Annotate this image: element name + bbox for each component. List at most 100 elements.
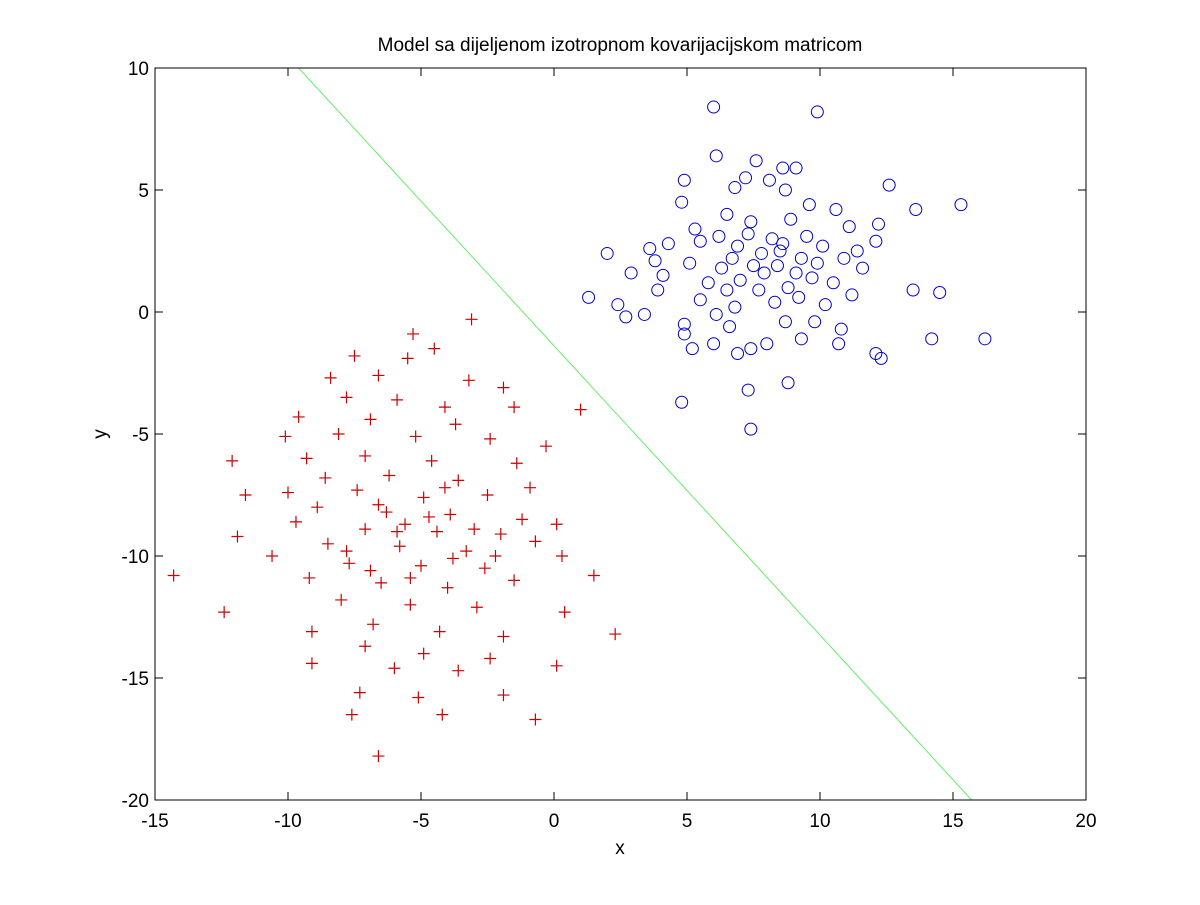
data-point-plus [489,550,502,562]
data-point-circle [643,242,657,256]
data-point-circle [760,337,774,351]
data-point-circle [925,332,939,346]
data-point-plus [524,481,537,494]
data-point-plus [266,550,279,562]
data-point-circle [808,315,822,329]
data-point-plus [305,657,318,670]
data-point-plus [353,686,366,699]
data-point-circle [784,212,798,226]
data-point-plus [372,750,385,763]
x-tick-label: 15 [942,811,963,832]
data-point-circle [781,376,795,390]
data-point-circle [744,215,758,229]
x-tick-label: -5 [413,811,430,832]
data-point-circle [829,203,843,217]
data-point-plus [391,393,404,406]
data-point-plus [311,501,324,514]
series-circle-markers [582,100,992,436]
data-point-plus [415,559,427,572]
data-point-plus [529,535,542,548]
data-point-circle [816,239,830,253]
data-point-circle [677,317,691,331]
data-point-plus [497,381,510,394]
data-point-plus [401,352,414,365]
data-point-plus [452,664,465,677]
data-point-plus [446,552,459,565]
data-point-plus [407,327,420,340]
data-point-plus [558,606,571,619]
data-point-plus [516,513,529,526]
data-point-plus [481,489,494,501]
data-point-plus [375,576,388,589]
data-point-circle [741,383,755,397]
data-point-plus [433,625,446,638]
data-point-plus [438,481,451,494]
data-point-plus [303,571,316,584]
data-point-plus [391,525,404,538]
data-point-plus [367,618,380,631]
data-point-plus [609,628,622,641]
data-point-plus [340,391,353,404]
data-point-plus [364,413,377,426]
data-point-circle [837,251,851,265]
data-point-circle [661,237,675,251]
data-point-plus [430,525,443,538]
data-point-circle [805,271,819,285]
data-point-circle [693,293,707,307]
plot-area [167,68,992,800]
data-point-plus [372,498,385,511]
data-point-circle [741,227,755,241]
data-point-plus [359,523,372,536]
data-point-circle [693,234,707,248]
data-point-plus [444,508,457,521]
data-point-circle [685,342,699,356]
data-point-circle [725,251,739,265]
data-point-plus [332,428,345,440]
data-point-circle [675,395,689,409]
data-point-circle [677,327,691,341]
data-point-circle [688,222,702,236]
data-point-plus [412,691,425,704]
data-point-circle [834,322,848,336]
data-point-circle [648,254,662,268]
data-point-plus [428,342,441,355]
data-point-circle [978,332,992,346]
data-point-circle [826,276,840,290]
data-point-circle [728,300,742,314]
data-point-plus [587,569,600,582]
data-point-plus [465,313,478,326]
data-point-circle [731,239,745,253]
x-tick-label: 5 [682,811,693,832]
data-point-circle [754,246,768,260]
data-point-plus [345,708,358,721]
data-point-circle [720,207,734,221]
data-point-plus [436,708,449,721]
data-point-plus [305,625,318,638]
y-tick-label: 5 [138,181,149,202]
data-point-plus [388,662,401,675]
x-tick-label: 0 [549,811,560,832]
data-point-circle [792,290,806,304]
data-point-plus [494,528,507,541]
data-point-plus [462,374,475,387]
data-point-circle [909,203,923,217]
y-tick-label: 10 [128,59,149,80]
y-tick-label: 0 [138,303,149,324]
data-point-circle [802,198,816,212]
data-point-plus [550,518,563,531]
data-point-circle [818,298,832,312]
data-point-plus [321,537,334,550]
y-tick-label: -20 [122,791,149,812]
data-point-circle [770,259,784,273]
data-point-circle [749,154,763,168]
data-point-circle [906,283,920,297]
data-point-plus [417,647,430,660]
data-point-circle [776,237,790,251]
data-point-circle [611,298,625,312]
data-point-plus [540,440,553,453]
data-point-plus [404,571,417,584]
data-point-circle [624,266,638,280]
data-point-plus [167,569,180,582]
data-point-circle [954,198,968,212]
data-point-circle [675,195,689,209]
